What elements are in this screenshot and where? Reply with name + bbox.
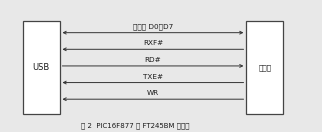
Text: 数据端 D0～D7: 数据端 D0～D7 (133, 23, 173, 30)
Bar (246, 21, 283, 114)
Bar (23, 21, 60, 114)
Text: RD#: RD# (145, 57, 161, 63)
Text: 微控器: 微控器 (258, 64, 271, 71)
Text: RXF#: RXF# (143, 40, 163, 46)
Text: WR: WR (147, 90, 159, 96)
Text: 图 2  PIC16F877 与 FT245BM 接口图: 图 2 PIC16F877 与 FT245BM 接口图 (81, 123, 189, 129)
Text: TXE#: TXE# (143, 74, 163, 80)
Text: USB: USB (33, 63, 50, 72)
